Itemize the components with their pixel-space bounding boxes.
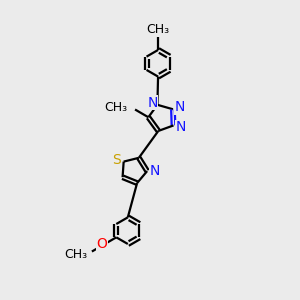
Text: CH₃: CH₃ <box>65 248 88 261</box>
Text: O: O <box>97 237 107 251</box>
Text: CH₃: CH₃ <box>105 101 128 114</box>
Text: N: N <box>176 120 186 134</box>
Text: N: N <box>147 96 158 110</box>
Text: CH₃: CH₃ <box>146 23 170 36</box>
Text: N: N <box>175 100 185 114</box>
Text: S: S <box>112 153 121 166</box>
Text: N: N <box>149 164 160 178</box>
